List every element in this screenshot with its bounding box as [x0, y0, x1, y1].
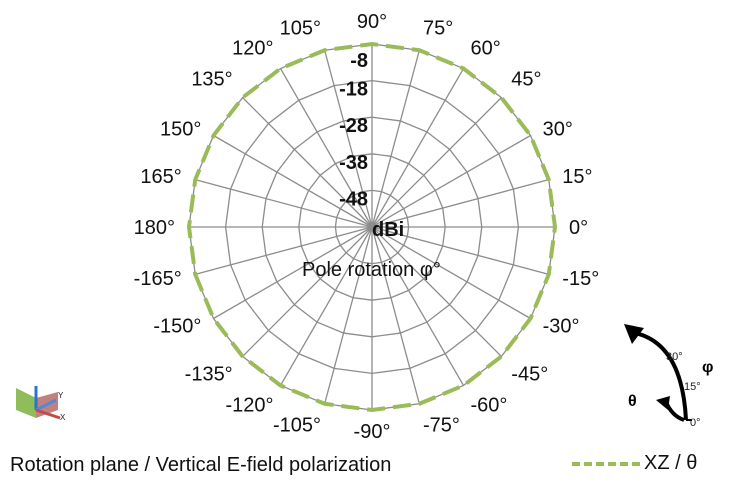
- radial-tick-label: -28: [339, 115, 368, 137]
- grid-spoke: [371, 50, 420, 228]
- theta-label: θ: [628, 393, 637, 410]
- angle-label: 150°: [160, 119, 201, 141]
- legend: XZ / θ: [572, 452, 697, 475]
- rot-tick-15: 15°: [684, 381, 701, 393]
- angle-label: 135°: [191, 69, 232, 91]
- series-group: [186, 41, 558, 413]
- units-label: dBi: [372, 219, 404, 241]
- angle-label: -105°: [273, 414, 321, 436]
- angle-label: -75°: [423, 414, 460, 436]
- legend-swatch: [572, 461, 640, 466]
- grid-spoke: [371, 226, 531, 320]
- svg-text:Y: Y: [58, 391, 64, 400]
- phi-label: φ: [702, 359, 713, 376]
- angle-label: -135°: [185, 363, 233, 385]
- angle-label: -90°: [354, 421, 391, 443]
- angle-label: -60°: [471, 395, 508, 417]
- grid-spoke: [371, 226, 502, 357]
- radial-labels: -8 -18 -28 -38 -48: [339, 50, 368, 210]
- rot-tick-0: 0°: [690, 417, 701, 429]
- angle-label: 30°: [543, 119, 573, 141]
- grid-spoke: [279, 68, 373, 228]
- angle-label: -120°: [225, 395, 273, 417]
- angle-label: 120°: [232, 37, 273, 59]
- rot-tick-30: 30°: [666, 351, 683, 363]
- grid-spoke: [324, 226, 373, 404]
- radial-tick-label: -8: [350, 50, 368, 72]
- angle-label: 60°: [471, 37, 501, 59]
- angle-label: -165°: [134, 268, 182, 290]
- grid-spoke: [213, 134, 373, 228]
- angle-label: 75°: [423, 18, 453, 40]
- svg-text:X: X: [60, 413, 66, 422]
- grid-spoke: [371, 226, 549, 275]
- radial-tick-label: -48: [339, 188, 368, 210]
- grid-spoke: [371, 97, 502, 228]
- grid-spoke: [371, 134, 531, 228]
- grid-spoke: [324, 50, 373, 228]
- radial-tick-label: -38: [339, 152, 368, 174]
- angle-label: 90°: [357, 11, 387, 33]
- legend-label: XZ / θ: [644, 452, 698, 474]
- grid-spoke: [213, 226, 373, 320]
- angle-label: 15°: [562, 166, 592, 188]
- angle-label: -30°: [543, 316, 580, 338]
- angle-label: -15°: [562, 268, 599, 290]
- angle-label: 105°: [280, 18, 321, 40]
- angle-label: 45°: [511, 69, 541, 91]
- angle-label: -150°: [153, 316, 201, 338]
- grid-spoke: [195, 179, 373, 228]
- rotation-direction-icon: 30° 15° 0° φ θ: [622, 320, 718, 435]
- grid-spoke: [195, 226, 373, 275]
- grid-spoke: [242, 97, 373, 228]
- series-line: [186, 41, 558, 413]
- grid-spoke: [371, 226, 465, 386]
- angle-label: 0°: [569, 217, 588, 239]
- angle-label: -45°: [511, 363, 548, 385]
- grid-spoke: [371, 68, 465, 228]
- grid-spoke: [371, 226, 420, 404]
- grid-spoke: [371, 179, 549, 228]
- center-label: Pole rotation φ°: [302, 259, 441, 281]
- angle-labels: 0° 15° 30° 45° 60° 75° 90° 105° 120°135° 150° 165°…: [134, 11, 600, 443]
- axes-orientation-icon: Y X: [14, 380, 78, 431]
- grid-spoke: [279, 226, 373, 386]
- grid-spoke: [242, 226, 373, 357]
- caption: Rotation plane / Vertical E-field polari…: [10, 454, 392, 476]
- radial-tick-label: -18: [339, 79, 368, 101]
- angle-label: 180°: [134, 217, 175, 239]
- angle-label: 165°: [140, 166, 181, 188]
